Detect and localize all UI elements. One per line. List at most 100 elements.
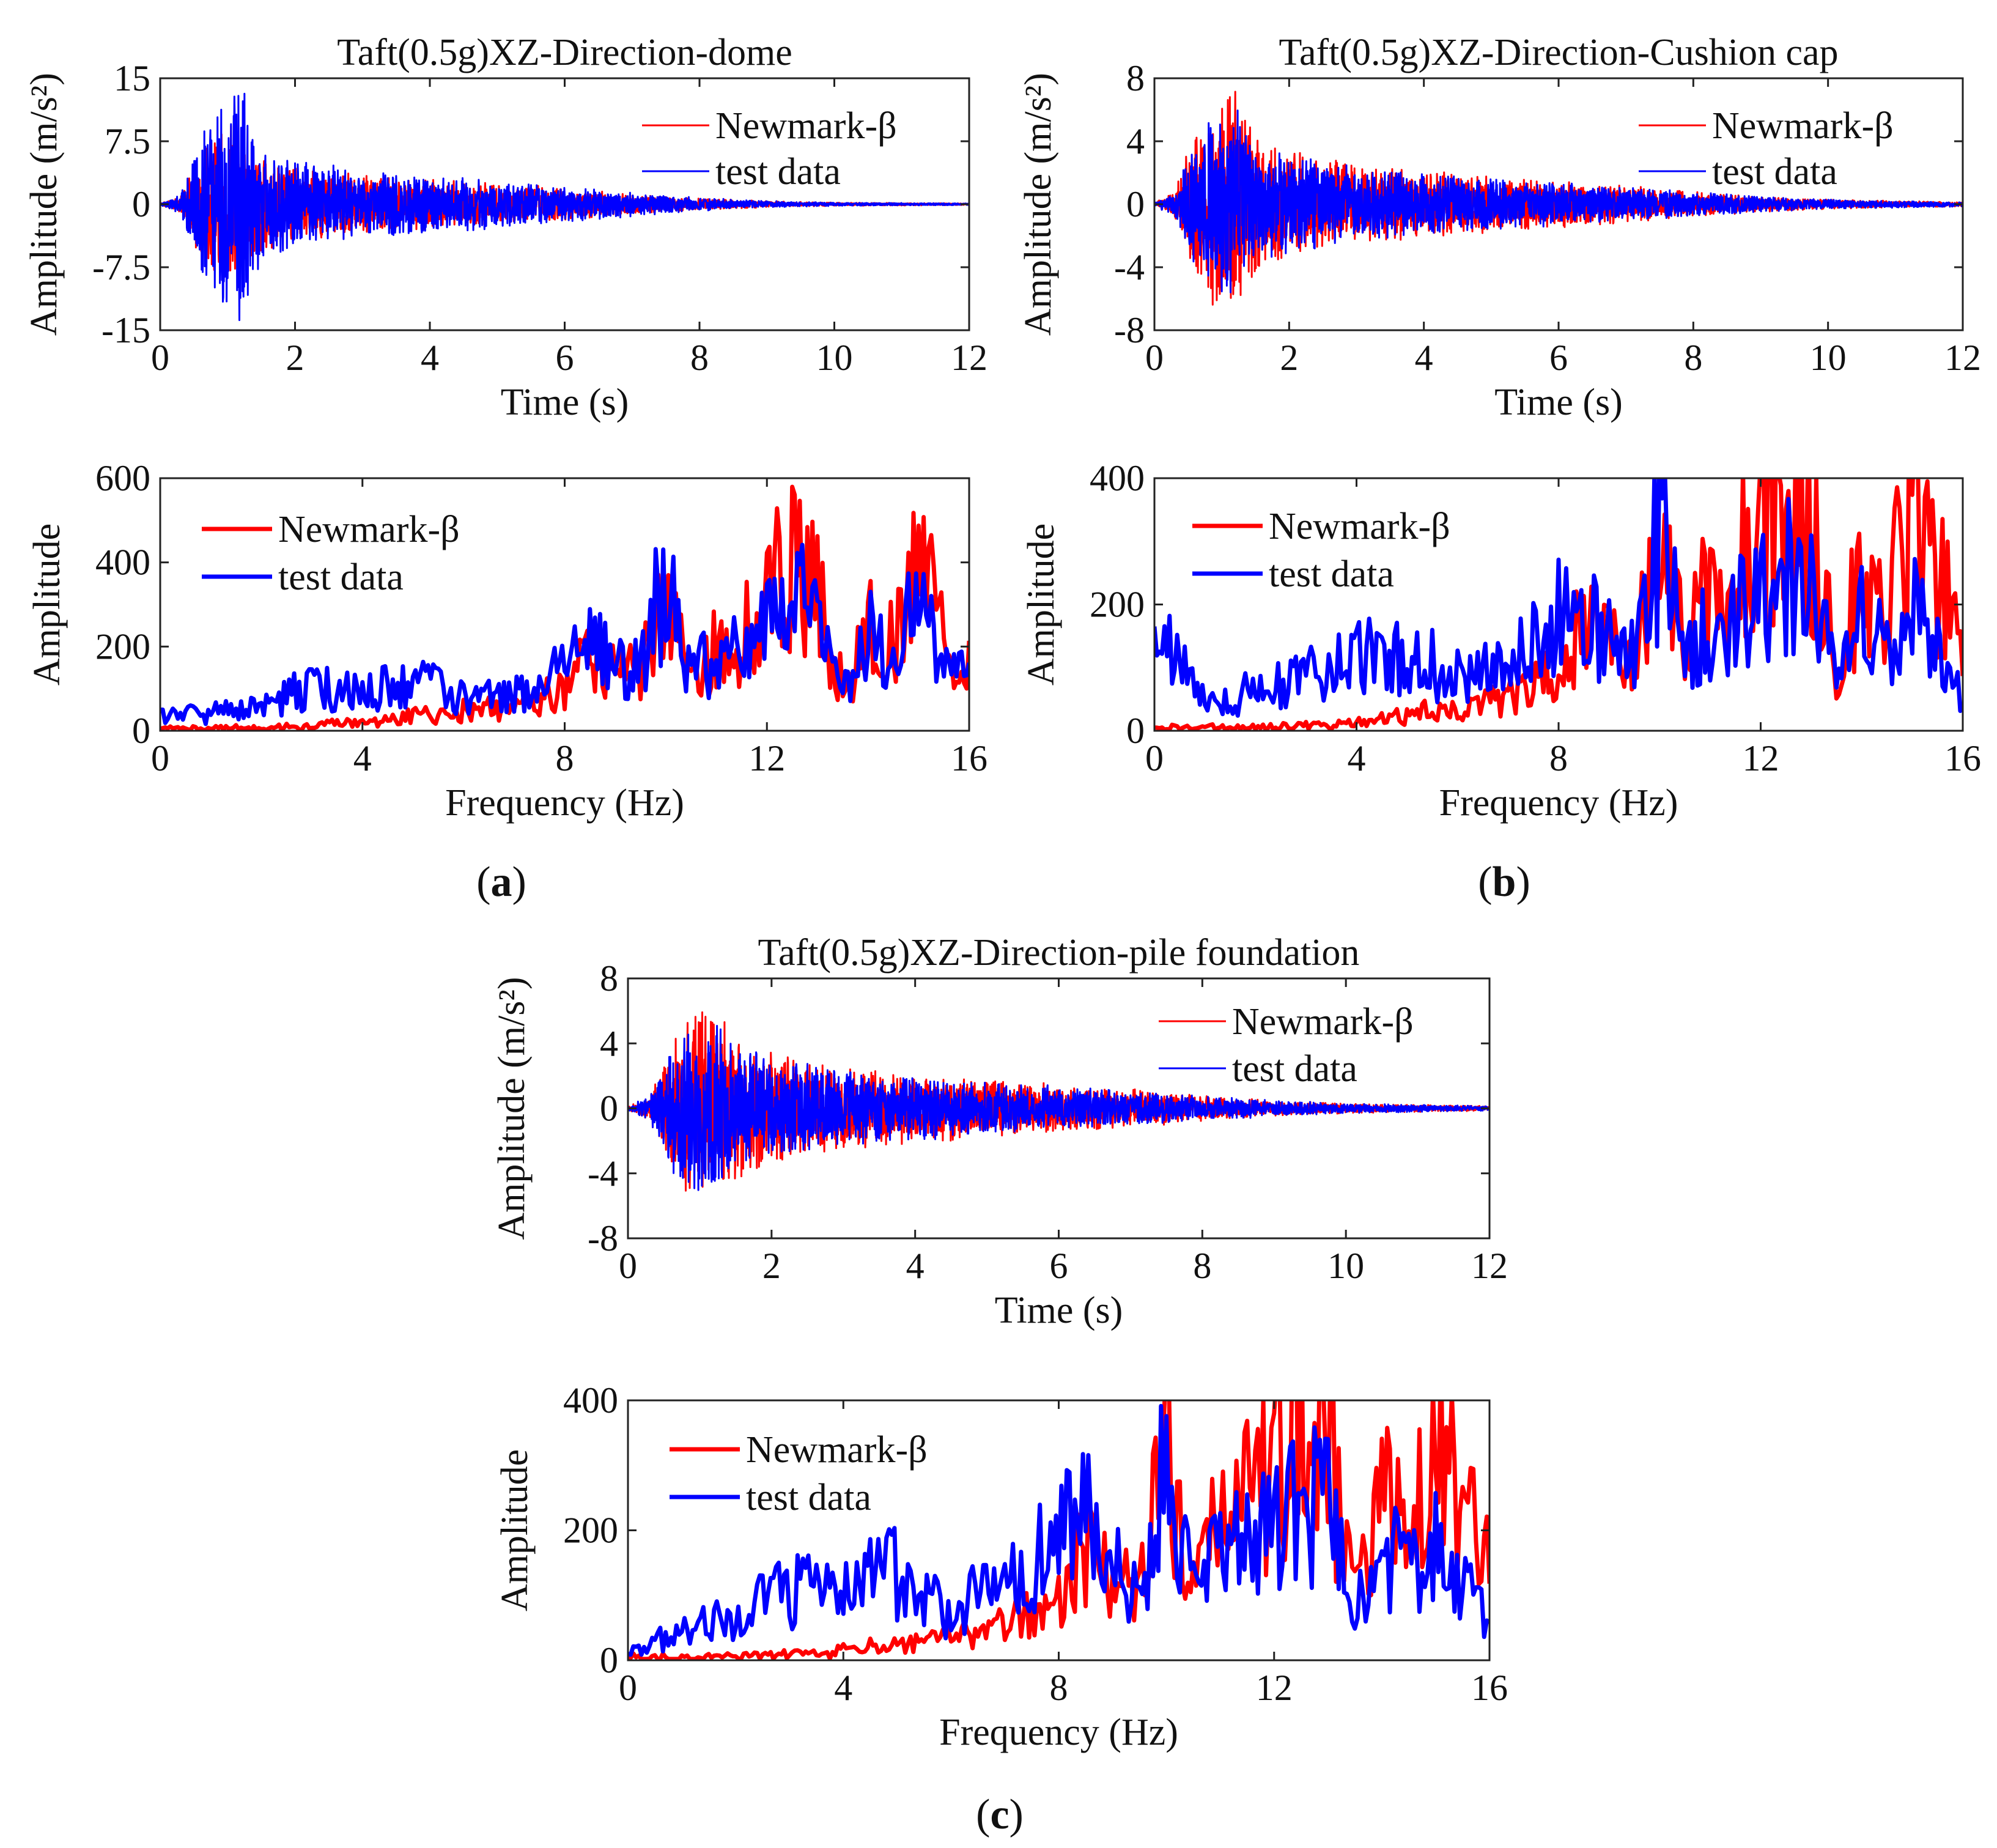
y-axis-label: Amplitude (m/s²) [1017, 73, 1059, 336]
x-tick-label: 10 [1810, 338, 1847, 378]
legend-label-test-data: test data [1269, 553, 1394, 595]
x-axis-label: Frequency (Hz) [445, 782, 684, 824]
legend-label-newmark: Newmark-β [715, 105, 897, 147]
x-tick-label: 0 [151, 738, 169, 778]
series-line-test-data [1154, 478, 1963, 718]
series-line-test-data [1154, 109, 1963, 294]
series-line-test-data [628, 1025, 1489, 1191]
x-tick-label: 0 [1145, 338, 1164, 378]
y-tick-label: 15 [114, 58, 150, 98]
legend-label-test-data: test data [278, 556, 404, 598]
x-tick-label: 2 [286, 338, 305, 378]
legend-label-test-data: test data [1712, 151, 1837, 193]
x-tick-label: 2 [762, 1246, 781, 1286]
x-axis-label: Frequency (Hz) [1439, 782, 1678, 824]
y-tick-label: 400 [1090, 458, 1145, 498]
chart-1: 0 2 4 6 8 10 12 -15 -7.5 0 7.5 15 Time (s) Amplitude … [23, 32, 987, 423]
x-tick-label: 16 [1944, 738, 1981, 778]
y-tick-label: 0 [1126, 711, 1145, 751]
x-tick-label: 4 [1348, 738, 1366, 778]
svg-text:(b): (b) [1478, 859, 1530, 906]
y-axis-label: Amplitude [26, 523, 68, 686]
chart-title: Taft(0.5g)XZ-Direction-pile foundation [758, 932, 1360, 974]
legend-label-newmark: Newmark-β [1232, 1001, 1414, 1043]
x-tick-label: 8 [1050, 1668, 1068, 1708]
x-tick-label: 4 [353, 738, 372, 778]
y-axis-label: Amplitude (m/s²) [23, 73, 65, 336]
x-tick-label: 4 [421, 338, 439, 378]
x-tick-label: 8 [1549, 738, 1568, 778]
chart-6: 0 4 8 12 16 0 200 400 Frequency (Hz) Amplitude New… [494, 1380, 1508, 1753]
series-line-test-data [160, 542, 969, 726]
series-line-newmark [628, 1400, 1489, 1660]
x-tick-label: 16 [951, 738, 987, 778]
series-line-test-data [160, 92, 969, 321]
series-line-newmark [160, 484, 969, 731]
plot-area [160, 92, 969, 321]
y-axis-label: Amplitude [494, 1449, 536, 1611]
chart-4: 0 4 8 12 16 0 200 400 Frequency (Hz) Amplitude New… [1021, 458, 1981, 824]
y-tick-label: 400 [563, 1380, 618, 1421]
svg-text:(c): (c) [976, 1791, 1024, 1838]
x-tick-label: 8 [690, 338, 709, 378]
y-tick-label: 8 [600, 958, 618, 999]
x-tick-label: 6 [556, 338, 574, 378]
legend-label-newmark: Newmark-β [746, 1429, 928, 1471]
x-tick-label: 10 [816, 338, 853, 378]
x-tick-label: 12 [748, 738, 785, 778]
legend-label-newmark: Newmark-β [1712, 105, 1894, 147]
y-tick-label: -8 [1114, 310, 1145, 350]
legend-label-newmark: Newmark-β [1269, 506, 1450, 547]
y-axis-label: Amplitude (m/s²) [491, 977, 533, 1240]
panel-label-c: (c) [976, 1791, 1024, 1838]
x-tick-label: 16 [1471, 1668, 1508, 1708]
chart-2: 0 4 8 12 16 0 200 400 600 Frequency (Hz) Amplitude… [26, 458, 987, 824]
legend-label-newmark: Newmark-β [278, 509, 460, 550]
x-tick-label: 12 [951, 338, 987, 378]
x-tick-label: 8 [1193, 1246, 1211, 1286]
y-tick-label: 0 [600, 1088, 618, 1129]
x-tick-label: 8 [556, 738, 574, 778]
svg-text:(a): (a) [476, 859, 526, 906]
y-tick-label: 4 [600, 1023, 618, 1063]
x-axis-label: Time (s) [995, 1290, 1123, 1331]
y-tick-label: 400 [95, 542, 150, 583]
y-tick-label: 200 [563, 1510, 618, 1551]
y-tick-label: -4 [588, 1153, 618, 1194]
x-tick-label: 10 [1327, 1246, 1364, 1286]
x-tick-label: 6 [1050, 1246, 1068, 1286]
y-tick-label: 7.5 [105, 121, 150, 161]
y-tick-label: 200 [95, 626, 150, 667]
x-tick-label: 0 [1145, 738, 1164, 778]
plot-area [1154, 91, 1963, 306]
plot-area [628, 1011, 1489, 1192]
series-line-test-data [628, 1403, 1489, 1657]
x-tick-label: 4 [906, 1246, 925, 1286]
plot-area [628, 1400, 1489, 1660]
y-tick-label: 0 [132, 184, 150, 224]
x-tick-label: 4 [1415, 338, 1433, 378]
chart-title: Taft(0.5g)XZ-Direction-Cushion cap [1279, 32, 1838, 73]
legend-label-test-data: test data [715, 151, 841, 193]
x-tick-label: 12 [1944, 338, 1981, 378]
x-tick-label: 12 [1256, 1668, 1293, 1708]
x-axis-label: Time (s) [1494, 382, 1623, 423]
chart-3: 0 2 4 6 8 10 12 -8 -4 0 4 8 Time (s) Amplitude (m/s²)… [1017, 32, 1981, 423]
x-tick-label: 2 [1280, 338, 1298, 378]
x-tick-label: 0 [151, 338, 169, 378]
x-axis-label: Time (s) [501, 382, 629, 423]
x-tick-label: 6 [1549, 338, 1568, 378]
panel-label-a: (a) [476, 859, 526, 906]
x-tick-label: 4 [834, 1668, 852, 1708]
y-tick-label: 600 [95, 458, 150, 498]
series-line-newmark [1154, 478, 1963, 731]
panel-label-b: (b) [1478, 859, 1530, 906]
x-axis-label: Frequency (Hz) [939, 1712, 1178, 1753]
y-tick-label: 8 [1126, 58, 1145, 98]
legend-label-test-data: test data [746, 1477, 871, 1518]
y-axis-label: Amplitude [1021, 523, 1062, 686]
y-tick-label: 0 [1126, 184, 1145, 224]
plot-area [1154, 478, 1963, 731]
y-tick-label: -4 [1114, 247, 1145, 287]
